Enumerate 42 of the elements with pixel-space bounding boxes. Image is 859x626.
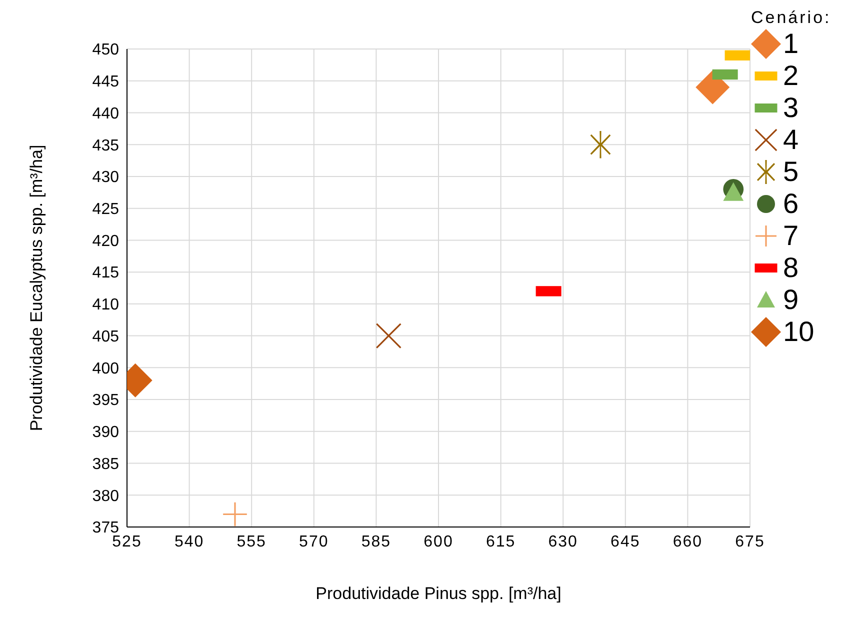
legend-label: 4: [783, 124, 799, 156]
x-tick-label: 555: [236, 533, 266, 550]
legend-label: 6: [783, 188, 799, 220]
y-tick-label: 395: [92, 392, 120, 410]
y-tick-label: 445: [92, 74, 120, 91]
y-tick-label: 430: [92, 169, 120, 186]
legend-label: 2: [783, 60, 799, 92]
x-tick-label: 645: [610, 533, 640, 550]
y-tick-label: 390: [92, 424, 120, 442]
y-tick-label: 400: [92, 360, 120, 378]
legend-label: 7: [783, 220, 799, 252]
legend-title: Cenário:: [751, 8, 832, 28]
x-tick-label: 630: [548, 533, 578, 550]
legend-label: 5: [783, 156, 799, 188]
x-tick-label: 615: [486, 533, 516, 550]
x-tick-label: 600: [424, 533, 454, 550]
legend-label: 10: [783, 316, 814, 348]
x-tick-label: 675: [735, 533, 765, 550]
y-tick-label: 450: [92, 42, 120, 59]
y-tick-label: 435: [92, 137, 120, 154]
legend-label: 9: [783, 284, 799, 316]
y-tick-label: 405: [92, 328, 120, 346]
y-axis-title: Produtividade Eucalyptus spp. [m³/ha]: [27, 144, 46, 432]
x-tick-label: 570: [299, 533, 329, 550]
x-tick-label: 540: [174, 533, 204, 550]
y-tick-label: 385: [92, 456, 120, 473]
y-tick-label: 420: [92, 232, 120, 250]
point: [590, 131, 611, 158]
x-tick-label: 660: [672, 533, 703, 550]
point: [223, 502, 247, 526]
legend-label: 3: [783, 92, 799, 124]
legend-label: 1: [783, 28, 799, 60]
x-axis-title: Produtividade Pinus spp. [m³/ha]: [316, 584, 562, 603]
legend-label: 8: [783, 252, 799, 284]
y-tick-label: 425: [92, 201, 120, 218]
y-tick-label: 440: [92, 105, 120, 122]
y-tick-label: 415: [92, 264, 120, 282]
point: [696, 70, 730, 104]
y-tick-label: 410: [92, 296, 120, 314]
x-tick-label: 585: [361, 533, 392, 550]
point: [376, 323, 402, 348]
y-tick-label: 380: [92, 488, 120, 505]
